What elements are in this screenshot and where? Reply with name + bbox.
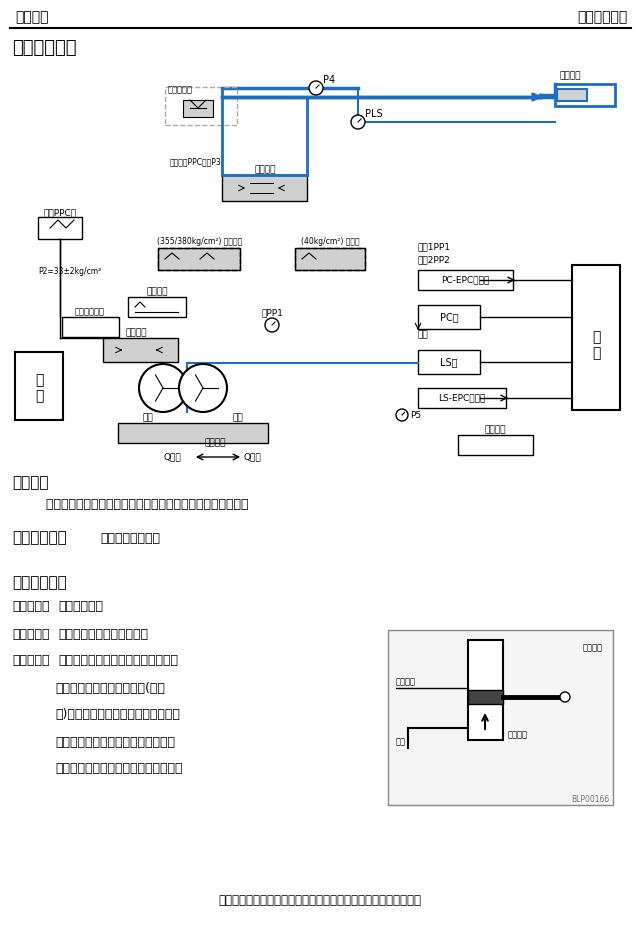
Text: 铲斗PPC阀: 铲斗PPC阀 [44, 208, 76, 218]
Text: 一、概述: 一、概述 [12, 475, 49, 491]
Text: 铲斗控摆PPC压力P3: 铲斗控摆PPC压力P3 [169, 157, 221, 167]
Bar [158, 248, 240, 270]
Text: Q最小: Q最小 [163, 453, 181, 461]
Bar [158, 248, 240, 270]
Text: 自减压阀: 自减压阀 [146, 287, 168, 296]
Bar [418, 350, 480, 374]
Circle shape [139, 364, 187, 412]
Text: 大头: 大头 [233, 414, 244, 422]
Text: BLP00166: BLP00166 [570, 795, 609, 804]
Text: 液压系统: 液压系统 [15, 10, 49, 24]
Bar [103, 338, 178, 362]
Text: PLS: PLS [365, 109, 383, 119]
Bar [15, 352, 63, 420]
Text: 简单的判断油缸内漏的方法(看右: 简单的判断油缸内漏的方法(看右 [55, 682, 165, 694]
Text: 行程末端: 行程末端 [396, 678, 416, 686]
Text: 若无漏油，则无内漏，否则油缸内漏。: 若无漏油，则无内漏，否则油缸内漏。 [55, 762, 183, 775]
Text: 拆下软管: 拆下软管 [583, 644, 603, 653]
Text: Q最大: Q最大 [243, 453, 261, 461]
Text: P2=33±2kg/cm²: P2=33±2kg/cm² [38, 268, 101, 277]
Text: 处理方法：: 处理方法： [12, 655, 49, 668]
Text: 液压压力: 液压压力 [508, 731, 528, 740]
Text: PC阀: PC阀 [440, 312, 458, 322]
Text: 三、故障诊断: 三、故障诊断 [12, 575, 67, 591]
Circle shape [309, 81, 323, 95]
Circle shape [396, 409, 408, 421]
Text: 铲斗主阀: 铲斗主阀 [254, 166, 276, 174]
Text: PC-EPC电磁阀: PC-EPC电磁阀 [441, 276, 489, 284]
Text: 合分流阀: 合分流阀 [125, 329, 147, 337]
Text: P5: P5 [410, 410, 421, 419]
Text: 故障分析：: 故障分析： [12, 628, 49, 641]
Circle shape [179, 364, 227, 412]
Text: 脑: 脑 [35, 389, 43, 403]
Text: 安全吸油阀: 安全吸油阀 [168, 85, 193, 94]
Bar [572, 265, 620, 410]
Circle shape [265, 318, 279, 332]
Text: 电: 电 [592, 330, 600, 344]
Text: 脑: 脑 [592, 346, 600, 360]
Text: 合分流电磁阀: 合分流电磁阀 [75, 307, 105, 317]
Text: 泵压2PP2: 泵压2PP2 [418, 256, 451, 265]
Text: 自减压阀: 自减压阀 [484, 426, 506, 434]
Bar [388, 630, 613, 805]
Circle shape [351, 115, 365, 129]
Text: 泵压1PP1: 泵压1PP1 [418, 243, 451, 252]
Text: 图)，将油缸移动到右端处，拆下末端: 图)，将油缸移动到右端处，拆下末端 [55, 708, 180, 721]
Bar [62, 317, 119, 337]
Circle shape [560, 692, 570, 702]
Text: 伺服活塞: 伺服活塞 [204, 439, 226, 447]
Bar [38, 217, 82, 239]
Bar [468, 690, 503, 704]
Bar [295, 248, 365, 270]
Bar [222, 175, 307, 201]
Text: 铲斗液压回路: 铲斗液压回路 [12, 39, 76, 57]
Text: (355/380kg/cm²) 主溢流阀: (355/380kg/cm²) 主溢流阀 [158, 237, 243, 246]
Bar [418, 388, 506, 408]
Bar [555, 84, 615, 106]
Text: 泵压: 泵压 [418, 331, 429, 340]
Bar [468, 640, 503, 740]
Text: P4: P4 [323, 75, 335, 85]
Bar [418, 305, 480, 329]
Bar [557, 89, 587, 101]
Text: 铲斗挖掘无力: 铲斗挖掘无力 [58, 600, 103, 614]
Text: 铲斗液压回路和动臂回路基本一样，请参考动臂回路的解说。: 铲斗液压回路和动臂回路基本一样，请参考动臂回路的解说。 [30, 498, 249, 511]
Text: 故障现象：: 故障现象： [12, 600, 49, 614]
Bar [418, 270, 513, 290]
Text: 打开铲斗油缸非常费时，现介绍一个: 打开铲斗油缸非常费时，现介绍一个 [58, 655, 178, 668]
Text: 液压工作回路: 液压工作回路 [578, 10, 628, 24]
Bar [295, 248, 365, 270]
Text: 小头: 小头 [143, 414, 153, 422]
Text: 油管后加力，观察分开处漏油情况，: 油管后加力，观察分开处漏油情况， [55, 735, 175, 748]
Bar [128, 297, 186, 317]
Text: 软管: 软管 [396, 737, 406, 746]
Text: 铲斗油缸: 铲斗油缸 [560, 71, 581, 81]
Text: 泵PP1: 泵PP1 [261, 308, 283, 318]
Text: 二、工作原理: 二、工作原理 [12, 531, 67, 545]
Bar [165, 87, 237, 125]
Text: 公众号：智造大观，专注于工程机械制造行业相关理论知识分享。: 公众号：智造大观，专注于工程机械制造行业相关理论知识分享。 [219, 894, 422, 907]
Text: （参考动臂回路）: （参考动臂回路） [100, 532, 160, 544]
Text: 电: 电 [35, 373, 43, 387]
Text: LS-EPC电磁阀: LS-EPC电磁阀 [438, 394, 486, 403]
Bar [458, 435, 533, 455]
Bar [118, 423, 268, 443]
Bar [183, 100, 213, 117]
Text: 经检查怀疑铲斗油缸内漏。: 经检查怀疑铲斗油缸内漏。 [58, 628, 148, 641]
Text: (40kg/cm²) 卸荷阀: (40kg/cm²) 卸荷阀 [301, 237, 360, 246]
Text: LS阀: LS阀 [440, 357, 458, 367]
